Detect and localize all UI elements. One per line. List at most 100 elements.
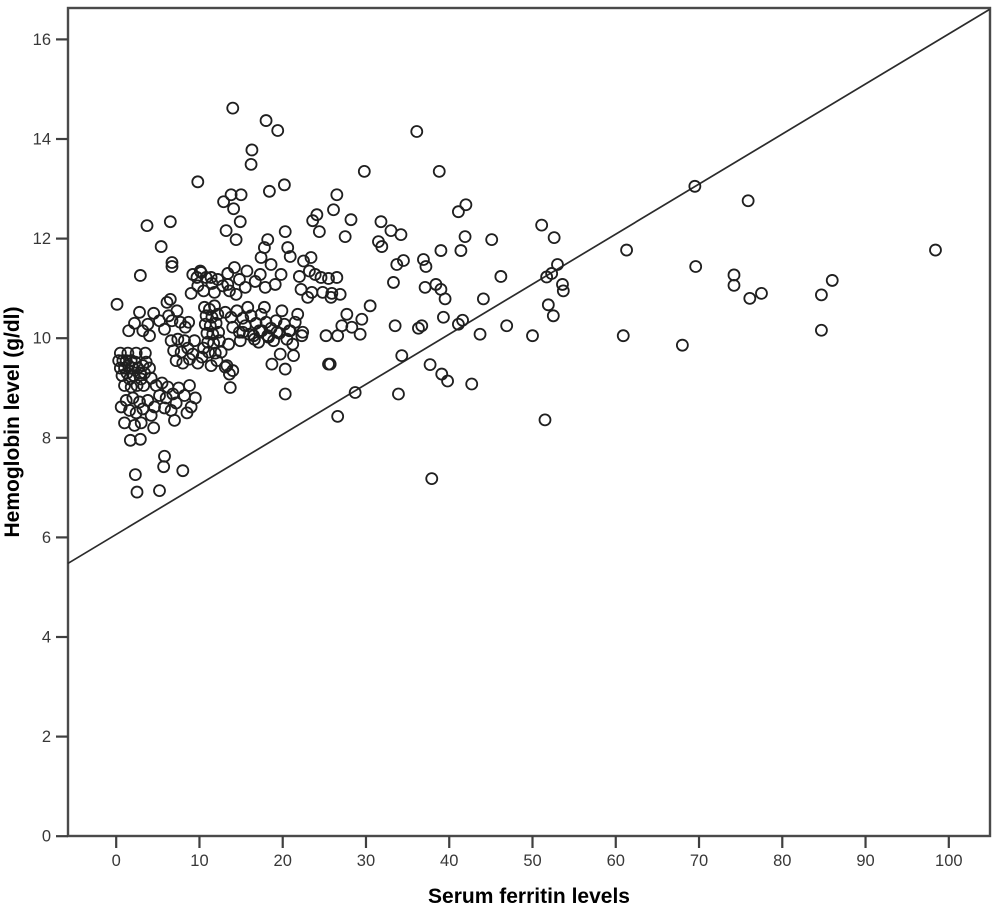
y-tick-label: 14	[33, 131, 51, 149]
data-point	[160, 295, 174, 309]
data-point	[110, 297, 124, 311]
data-point	[395, 349, 409, 363]
data-point	[435, 367, 449, 381]
data-point	[319, 329, 333, 343]
data-point	[144, 408, 158, 422]
y-tick-label: 0	[42, 828, 51, 846]
data-point	[345, 320, 359, 334]
data-point	[330, 271, 344, 284]
data-point	[743, 291, 757, 305]
data-point	[278, 362, 292, 376]
y-tick-label: 16	[33, 31, 51, 49]
data-point	[165, 314, 179, 328]
data-point	[158, 322, 171, 336]
data-point	[211, 307, 225, 321]
data-point	[170, 304, 184, 318]
data-point	[245, 143, 259, 157]
data-point	[556, 284, 570, 298]
data-point	[353, 327, 367, 341]
data-point	[540, 270, 554, 284]
data-point	[136, 359, 150, 372]
data-point	[261, 233, 275, 246]
data-point	[755, 286, 768, 300]
data-point	[541, 298, 555, 312]
data-point	[283, 250, 297, 263]
plot-frame	[66, 6, 992, 838]
regression-line	[67, 8, 991, 565]
data-point	[322, 357, 335, 371]
data-point	[410, 125, 424, 138]
data-point	[214, 345, 228, 359]
data-point	[454, 244, 468, 257]
data-point	[292, 270, 306, 283]
data-point	[459, 198, 473, 212]
data-point	[412, 321, 425, 335]
data-point	[331, 329, 345, 343]
data-point	[434, 244, 448, 257]
data-point	[825, 274, 839, 287]
data-point	[217, 195, 231, 209]
data-point	[363, 299, 377, 313]
x-tick-label: 40	[440, 852, 458, 870]
data-point	[154, 240, 168, 253]
data-point	[229, 233, 243, 246]
data-point	[494, 270, 508, 283]
data-point	[727, 279, 741, 292]
data-point	[415, 319, 429, 333]
data-point	[441, 374, 454, 388]
data-point	[212, 325, 226, 339]
data-point	[423, 358, 437, 371]
data-point	[387, 276, 400, 289]
data-point	[815, 323, 828, 337]
data-point	[929, 243, 942, 257]
data-point	[394, 228, 408, 242]
x-axis-ticks: 0 10 20 30 40 50 60 70 80 90 100	[112, 836, 963, 870]
data-point	[143, 329, 156, 343]
data-point	[397, 254, 410, 267]
data-point	[138, 346, 152, 360]
data-point	[417, 253, 430, 266]
data-point	[333, 287, 347, 301]
x-tick-label: 0	[112, 852, 121, 870]
data-point	[291, 307, 305, 321]
data-point	[134, 416, 148, 430]
data-point	[113, 346, 127, 360]
data-point	[348, 386, 362, 399]
data-point	[316, 285, 330, 299]
data-point	[191, 175, 205, 189]
data-point	[269, 314, 283, 328]
data-point	[197, 341, 211, 355]
data-point	[221, 267, 235, 280]
data-point	[140, 219, 154, 233]
data-point	[278, 225, 292, 239]
data-point	[244, 157, 258, 171]
data-point	[271, 124, 285, 137]
data-point	[233, 334, 247, 348]
data-point	[158, 401, 171, 415]
data-point	[374, 215, 388, 229]
data-point	[223, 284, 236, 298]
data-point	[254, 251, 268, 264]
data-point	[226, 101, 240, 115]
x-tick-label: 10	[190, 852, 208, 870]
data-point	[473, 327, 487, 341]
data-point	[456, 313, 469, 327]
data-point	[133, 305, 146, 319]
data-point	[535, 218, 549, 232]
data-point	[275, 304, 289, 318]
x-tick-label: 90	[856, 852, 874, 870]
data-point	[268, 278, 282, 291]
y-tick-label: 4	[42, 629, 51, 647]
data-point	[133, 269, 147, 282]
data-point	[158, 449, 171, 463]
data-point	[485, 233, 499, 246]
data-point	[208, 285, 221, 299]
fit-line	[67, 8, 991, 565]
data-point	[297, 254, 310, 268]
data-point	[234, 188, 248, 202]
data-point	[123, 404, 136, 417]
data-point	[169, 396, 183, 410]
data-point	[178, 334, 191, 348]
data-point	[314, 271, 328, 284]
data-point	[258, 300, 271, 314]
